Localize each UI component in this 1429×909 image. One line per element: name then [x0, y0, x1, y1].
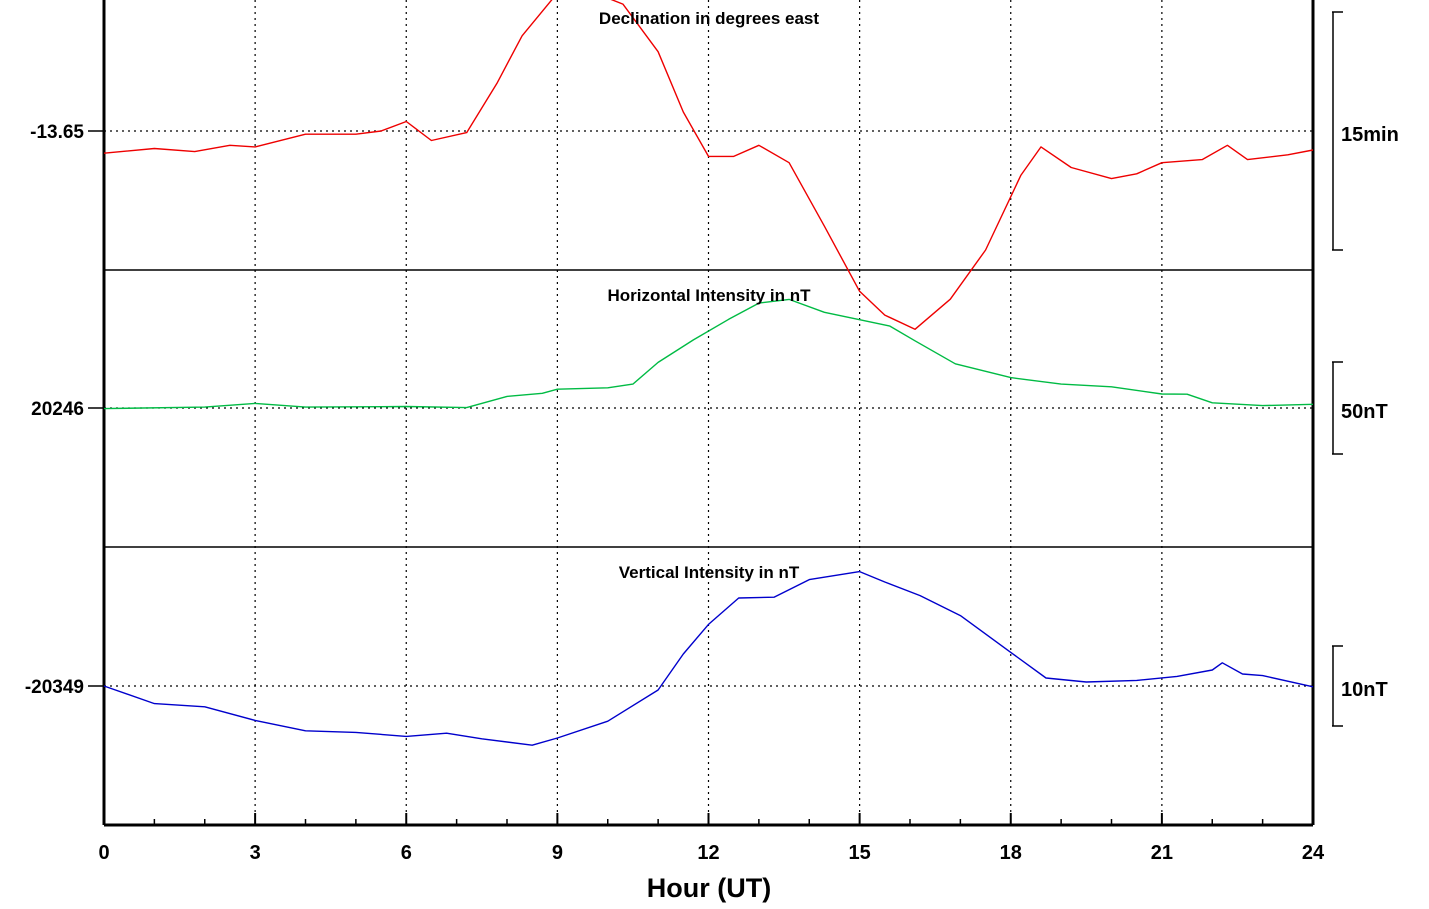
plot-frame [102, 0, 1315, 827]
x-tick-label: 12 [697, 842, 719, 864]
x-tick-label: 15 [849, 842, 871, 864]
x-tick-label: 24 [1302, 842, 1325, 864]
x-tick-label: 0 [98, 842, 109, 864]
series-line [103, 570, 1314, 746]
x-tick-label: 9 [552, 842, 563, 864]
chart-panels: -13.65 Declination in degrees east 15min 20… [25, 0, 1399, 746]
x-tick-label: 6 [401, 842, 412, 864]
panel-title: Horizontal Intensity in nT [607, 286, 811, 305]
series-line [103, 0, 1314, 330]
x-tick-label: 21 [1151, 842, 1173, 864]
panel-3: -20349 Vertical Intensity in nT 10nT [25, 563, 1388, 746]
scale-label: 10nT [1341, 679, 1388, 701]
baseline-value-label: -13.65 [30, 122, 84, 143]
panel-title: Declination in degrees east [599, 9, 819, 28]
panel-title: Vertical Intensity in nT [619, 563, 800, 582]
x-tick-label: 18 [1000, 842, 1022, 864]
grid-lines [254, 0, 1163, 825]
x-axis-label: Hour (UT) [647, 873, 771, 903]
baseline-value-label: -20349 [25, 677, 84, 698]
scale-label: 50nT [1341, 401, 1388, 423]
x-axis: 0 3 6 9 12 15 18 21 24 Hour (UT) [98, 813, 1325, 903]
panel-1: -13.65 Declination in degrees east 15min [30, 0, 1399, 330]
series-line [103, 298, 1314, 410]
baseline-value-label: 20246 [31, 399, 84, 420]
x-tick-label: 3 [250, 842, 261, 864]
panel-2: 20246 Horizontal Intensity in nT 50nT [31, 286, 1388, 455]
scale-label: 15min [1341, 124, 1399, 146]
